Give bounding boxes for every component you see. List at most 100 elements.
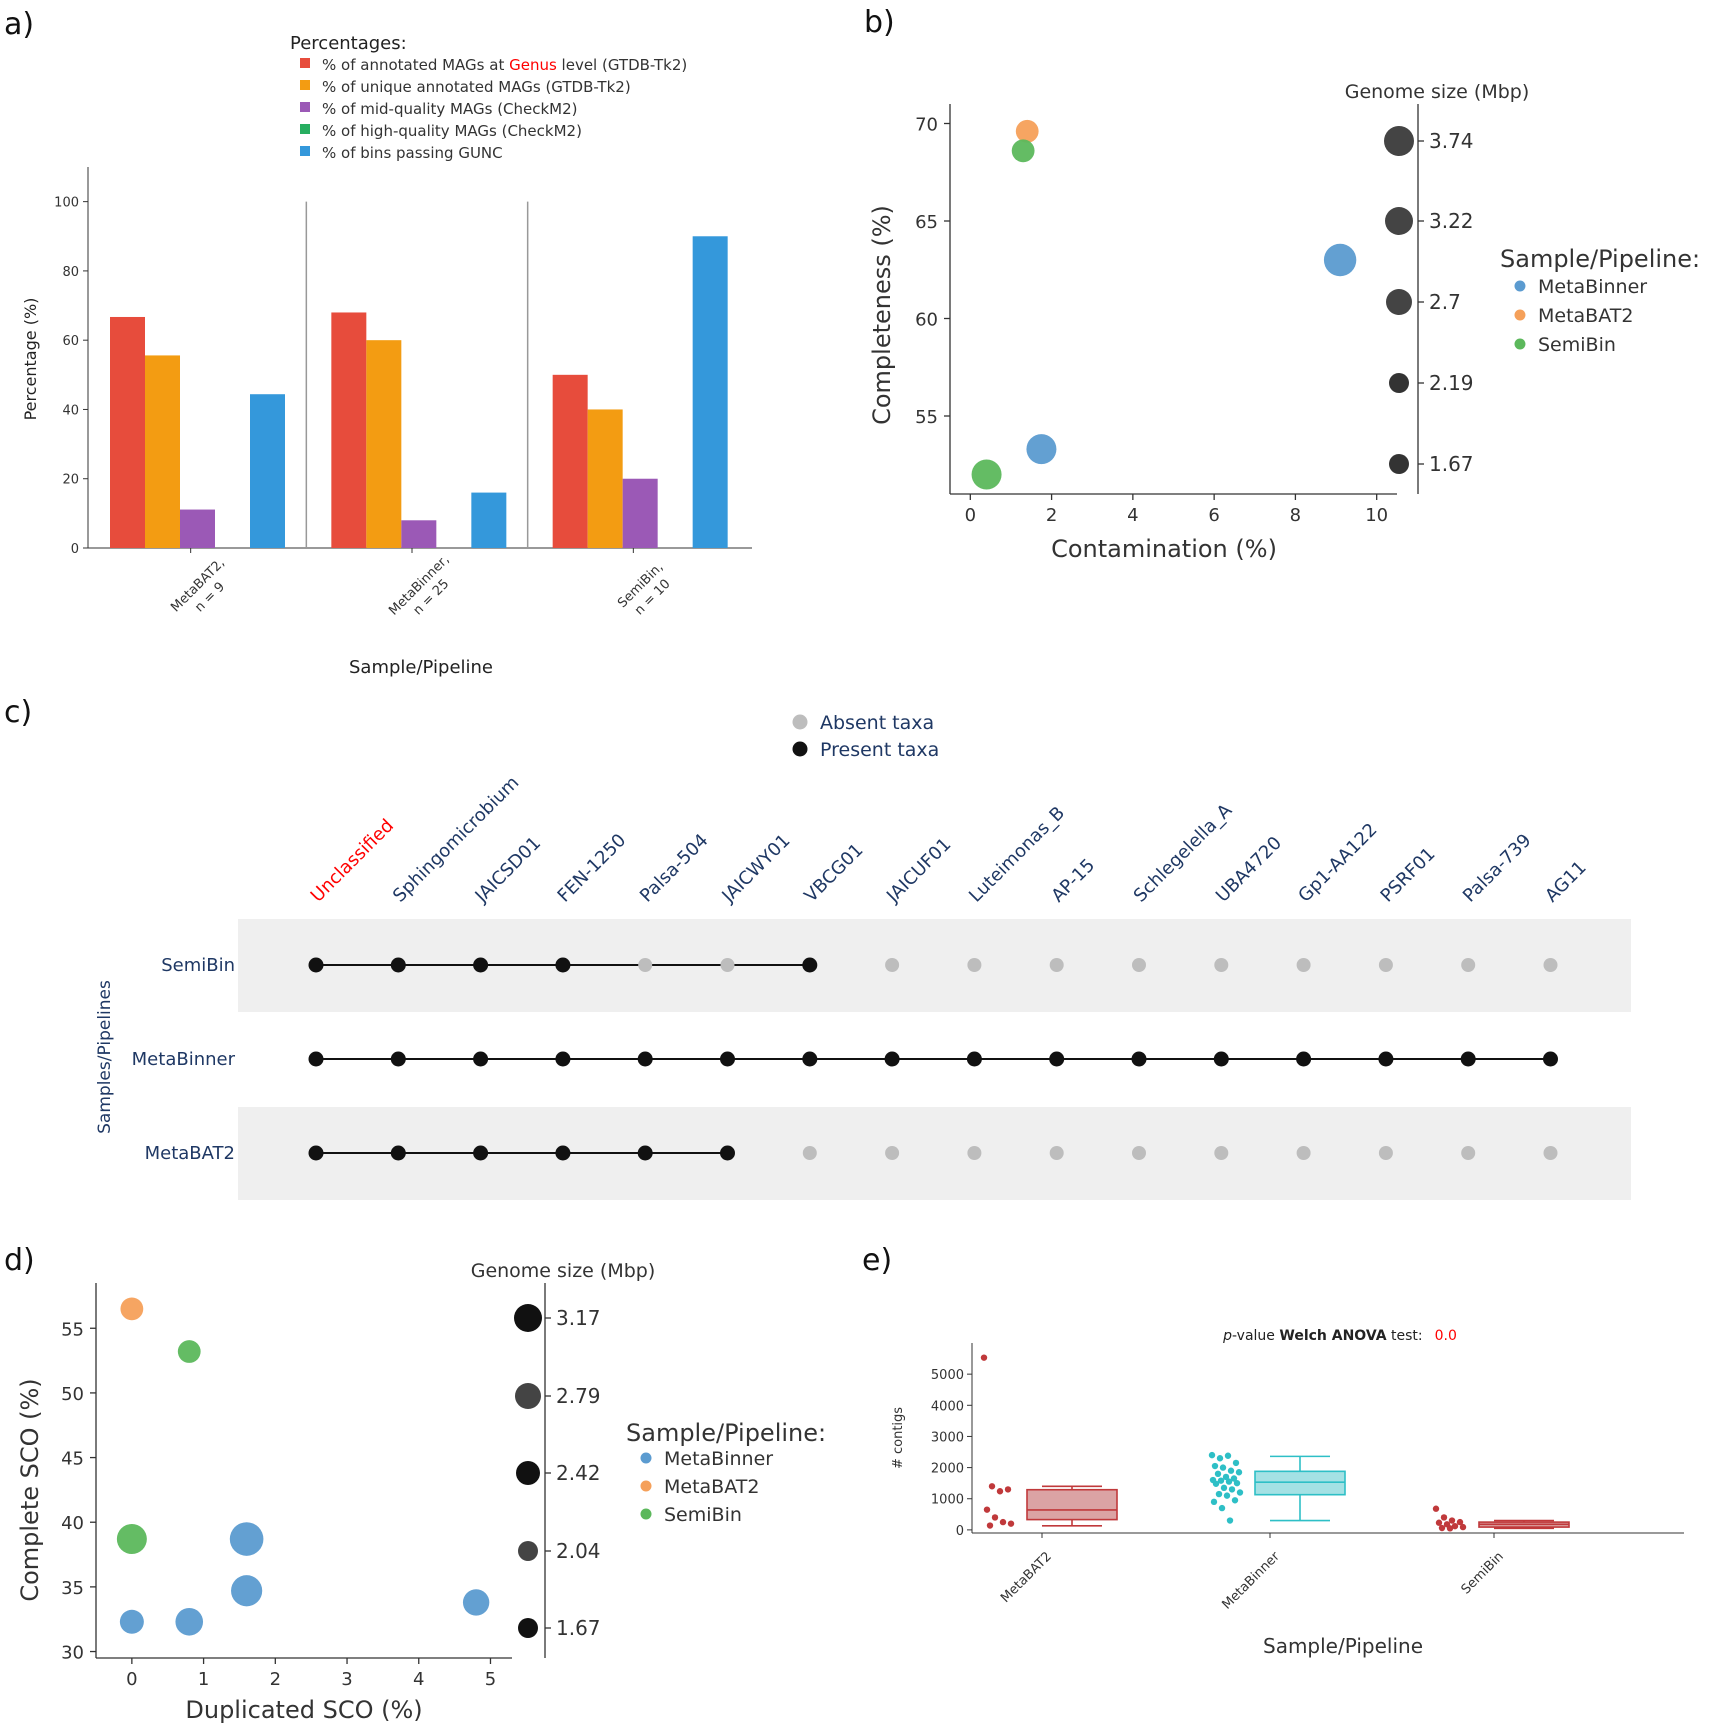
point-metabat2-0 <box>1015 119 1039 143</box>
dot-metabat2-jaicuf01 <box>885 1146 900 1160</box>
point-metabinner-18 <box>1236 1489 1244 1496</box>
y-tick-label-80: 80 <box>62 265 79 280</box>
panel-label-a: a) <box>4 7 34 42</box>
y-tick-label-100: 100 <box>54 196 79 211</box>
point-metabinner-6 <box>1227 1467 1235 1474</box>
dot-metabinner-ag11 <box>1543 1051 1558 1067</box>
dot-semibin-ag11 <box>1543 958 1558 972</box>
x-tick-label-metabinner: MetaBinner,n = 25 <box>386 552 464 630</box>
dot-semibin-luteimonas-b <box>967 958 982 972</box>
size-legend-label-2-04: 2.04 <box>556 1539 601 1563</box>
taxon-label-palsa-504: Palsa-504 <box>636 830 713 907</box>
dot-metabat2-ag11 <box>1543 1146 1558 1160</box>
dot-metabat2-luteimonas-b <box>967 1146 982 1160</box>
legend-percentages: Percentages: % of annotated MAGs at Genu… <box>290 33 687 162</box>
point-metabinner-9 <box>1222 1473 1230 1481</box>
y-tick-label-1000: 1000 <box>931 1493 964 1508</box>
point-metabat2-2 <box>996 1488 1004 1495</box>
bar-metabinner-of-mid-quality-mags-checkm2 <box>401 520 437 548</box>
legend-marker-present <box>792 741 808 757</box>
size-legend-label-1-67: 1.67 <box>1429 452 1474 476</box>
size-legend-circle-2-79 <box>515 1383 541 1409</box>
panel-label-b: b) <box>864 5 895 40</box>
taxon-label-jaicwy01: JAICWY01 <box>717 830 794 907</box>
point-metabinner-4 <box>175 1607 204 1636</box>
panel-label-e: e) <box>862 1243 892 1278</box>
legend-label-of-unique-annotated-mags-gtdb-tk2: % of unique annotated MAGs (GTDB-Tk2) <box>322 78 631 96</box>
bar-metabat2-of-unique-annotated-mags-gtdb-tk2 <box>145 355 180 548</box>
dot-semibin-unclassified <box>308 957 324 973</box>
dot-semibin-ap-15 <box>1049 958 1064 972</box>
bar-semibin-of-unique-annotated-mags-gtdb-tk2 <box>587 409 623 548</box>
point-semibin-3 <box>1456 1518 1464 1526</box>
size-legend-label-3-74: 3.74 <box>1429 129 1474 153</box>
x-tick-label-semibin: SemiBin,n = 10 <box>615 560 678 623</box>
dot-metabinner-ap-15 <box>1049 1051 1065 1067</box>
x-tick-label-metabinner: MetaBinner <box>1219 1549 1283 1613</box>
dot-metabat2-uba4720 <box>1214 1146 1229 1160</box>
legend-marker-of-bins-passing-gunc <box>300 146 310 156</box>
bar-metabinner-of-unique-annotated-mags-gtdb-tk2 <box>366 340 402 548</box>
y-tick-label-4000: 4000 <box>931 1399 964 1414</box>
taxon-label-jaicsd01: JAICSD01 <box>471 833 546 908</box>
point-semibin-0 <box>1432 1505 1440 1512</box>
legend-marker-metabat2 <box>640 1480 652 1492</box>
point-metabinner-1 <box>231 1575 263 1607</box>
x-tick-label-4: 4 <box>413 1669 424 1690</box>
panel-d-scatter: d) Genome size (Mbp) Sample/Pipeline: Co… <box>4 1243 826 1724</box>
x-tick-label-0: 0 <box>126 1669 137 1690</box>
legend-label-of-mid-quality-mags-checkm2: % of mid-quality MAGs (CheckM2) <box>322 100 578 118</box>
panel-a-bar-chart: a) Percentages: % of annotated MAGs at G… <box>4 7 752 678</box>
point-semibin-1 <box>116 1524 147 1555</box>
dot-metabinner-jaicsd01 <box>473 1051 489 1067</box>
point-metabat2-0 <box>980 1354 988 1361</box>
y-tick-label-70: 70 <box>915 115 938 136</box>
dot-semibin-fen-1250 <box>555 957 571 973</box>
dot-semibin-jaicsd01 <box>473 957 489 973</box>
panel-b-scatter: b) Genome size (Mbp) Sample/Pipeline: Co… <box>864 5 1700 563</box>
bar-semibin-of-bins-passing-gunc <box>692 236 728 549</box>
dot-metabinner-palsa-504 <box>637 1051 653 1067</box>
dot-metabinner-gp1-aa122 <box>1296 1051 1312 1067</box>
legend-label-metabat2: MetaBAT2 <box>1538 305 1633 327</box>
row-label-metabat2: MetaBAT2 <box>145 1143 235 1164</box>
point-metabinner-22 <box>1210 1498 1218 1506</box>
dot-semibin-palsa-504 <box>638 958 653 972</box>
x-tick-label-3: 3 <box>341 1669 352 1690</box>
legend-label-of-high-quality-mags-checkm2: % of high-quality MAGs (CheckM2) <box>322 122 582 140</box>
taxon-label-ag11: AG11 <box>1541 857 1590 906</box>
y-tick-label-45: 45 <box>61 1449 84 1470</box>
x-tick-label-metabat2: MetaBAT2,n = 9 <box>168 556 240 628</box>
point-metabat2-6 <box>999 1518 1007 1526</box>
point-metabat2-0 <box>120 1297 144 1321</box>
y-tick-label-0: 0 <box>956 1524 964 1539</box>
legend-marker-absent <box>792 714 808 730</box>
size-legend-circle-3-22 <box>1385 207 1413 235</box>
legend-title: Sample/Pipeline: <box>1500 245 1700 273</box>
taxon-label-palsa-739: Palsa-739 <box>1459 830 1536 907</box>
dot-semibin-gp1-aa122 <box>1296 958 1311 972</box>
dot-metabat2-ap-15 <box>1049 1146 1064 1160</box>
bar-metabat2-of-annotated-mags-at-genus-level-gtdb-tk2 <box>110 316 145 548</box>
y-tick-label-50: 50 <box>61 1384 84 1405</box>
point-metabinner-3 <box>119 1609 144 1634</box>
legend-label-metabinner: MetaBinner <box>664 1448 773 1470</box>
point-metabat2-8 <box>986 1522 994 1529</box>
x-tick-label-semibin: SemiBin <box>1459 1549 1507 1597</box>
legend-label-semibin: SemiBin <box>664 1504 742 1526</box>
point-metabinner-3 <box>1232 1459 1240 1467</box>
point-metabinner-4 <box>1211 1462 1219 1470</box>
y-tick-label-35: 35 <box>61 1578 84 1599</box>
point-metabinner-14 <box>1233 1479 1241 1487</box>
x-tick-label-0: 0 <box>965 505 976 526</box>
y-tick-label-0: 0 <box>71 542 79 557</box>
point-metabinner-17 <box>1228 1486 1236 1493</box>
y-tick-label-65: 65 <box>915 212 938 233</box>
dot-metabinner-sphingomicrobium <box>390 1051 406 1067</box>
size-legend-label-1-67: 1.67 <box>556 1616 601 1640</box>
y-tick-label-55: 55 <box>915 407 938 428</box>
legend-title: Sample/Pipeline: <box>626 1419 826 1447</box>
size-legend-circle-1-67 <box>518 1618 538 1638</box>
taxon-label-unclassified: Unclassified <box>307 815 398 906</box>
dot-semibin-jaicwy01 <box>720 958 735 972</box>
